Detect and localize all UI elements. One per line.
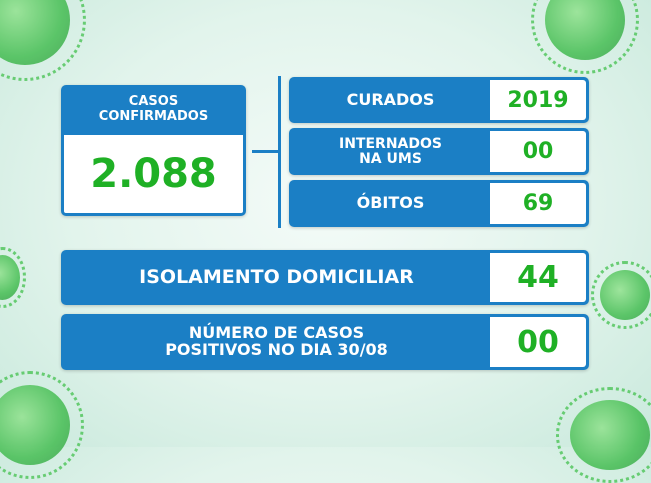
virus-decoration (0, 246, 27, 309)
stat-value: 00 (490, 131, 586, 172)
daily-value: 00 (490, 317, 586, 367)
virus-decoration (530, 0, 640, 75)
stat-label: CURADOS (346, 89, 435, 109)
confirmed-label: CASOS CONFIRMADOS (64, 88, 243, 135)
isolation-value: 44 (490, 253, 586, 302)
daily-cases-row: NÚMERO DE CASOS POSITIVOS NO DIA 30/08 00 (61, 314, 589, 370)
virus-decoration (0, 0, 87, 82)
stat-row-obitos: ÓBITOS 69 (289, 180, 589, 227)
virus-decoration (0, 370, 85, 480)
virus-decoration (555, 387, 651, 483)
connector-horizontal (252, 150, 280, 153)
stat-row-curados: CURADOS 2019 (289, 77, 589, 123)
isolation-label: ISOLAMENTO DOMICILIAR (139, 265, 414, 288)
connector-vertical (278, 76, 281, 228)
stat-value: 2019 (490, 80, 586, 120)
confirmed-label-line2: CONFIRMADOS (98, 109, 209, 124)
daily-label: NÚMERO DE CASOS POSITIVOS NO DIA 30/08 (165, 323, 388, 359)
confirmed-cases-card: CASOS CONFIRMADOS 2.088 (61, 85, 246, 216)
virus-decoration (591, 261, 651, 329)
confirmed-label-line1: CASOS (128, 94, 179, 109)
confirmed-value: 2.088 (64, 135, 243, 213)
isolation-row: ISOLAMENTO DOMICILIAR 44 (61, 250, 589, 305)
stat-value: 69 (490, 183, 586, 224)
stat-label: ÓBITOS (356, 193, 425, 213)
stat-row-internados: INTERNADOS NA UMS 00 (289, 128, 589, 175)
stat-label: INTERNADOS NA UMS (339, 135, 442, 167)
